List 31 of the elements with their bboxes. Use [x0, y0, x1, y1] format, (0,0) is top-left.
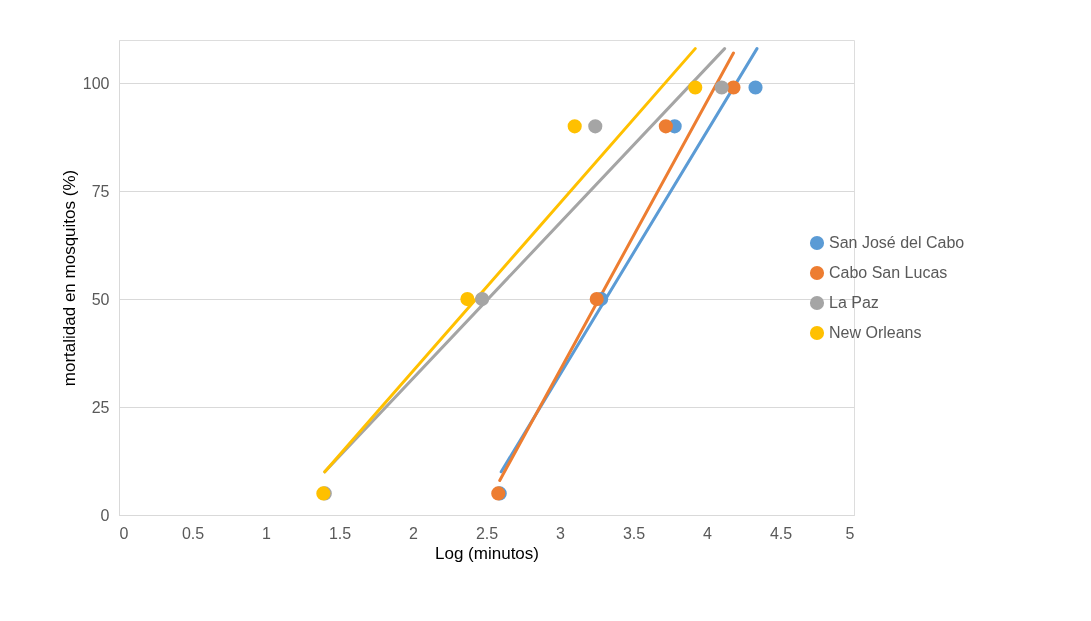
- x-tick-label: 4.5: [769, 524, 793, 542]
- point: [748, 80, 763, 95]
- point: [658, 119, 673, 134]
- legend-label: New Orleans: [829, 324, 922, 341]
- point: [589, 292, 604, 307]
- x-tick-label: 0.5: [181, 524, 205, 542]
- x-axis-title: Log (minutos): [435, 543, 539, 563]
- x-tick-label: 2: [409, 524, 419, 542]
- y-tick-label: 100: [82, 74, 110, 92]
- point: [475, 292, 490, 307]
- x-tick-label: 2.5: [475, 524, 499, 542]
- x-tick-label: 4: [703, 524, 713, 542]
- y-axis-title: mortalidad en mosquitos (%): [59, 169, 79, 387]
- x-tick-label: 1.5: [328, 524, 352, 542]
- x-tick-label: 3.5: [622, 524, 646, 542]
- y-tick-label: 25: [91, 398, 110, 416]
- y-tick-label: 0: [100, 506, 110, 524]
- legend-label: La Paz: [829, 294, 879, 311]
- y-tick-label: 50: [91, 290, 110, 308]
- point: [714, 80, 729, 95]
- x-tick-label: 5: [845, 524, 855, 542]
- x-tick-label: 1: [262, 524, 272, 542]
- y-tick-label: 75: [91, 182, 110, 200]
- point: [567, 119, 582, 134]
- point: [688, 80, 703, 95]
- point: [588, 119, 603, 134]
- x-tick-label: 3: [556, 524, 566, 542]
- point: [460, 292, 475, 307]
- x-tick-label: 0: [119, 524, 129, 542]
- legend-label: Cabo San Lucas: [829, 264, 948, 281]
- legend-label: San José del Cabo: [829, 234, 965, 251]
